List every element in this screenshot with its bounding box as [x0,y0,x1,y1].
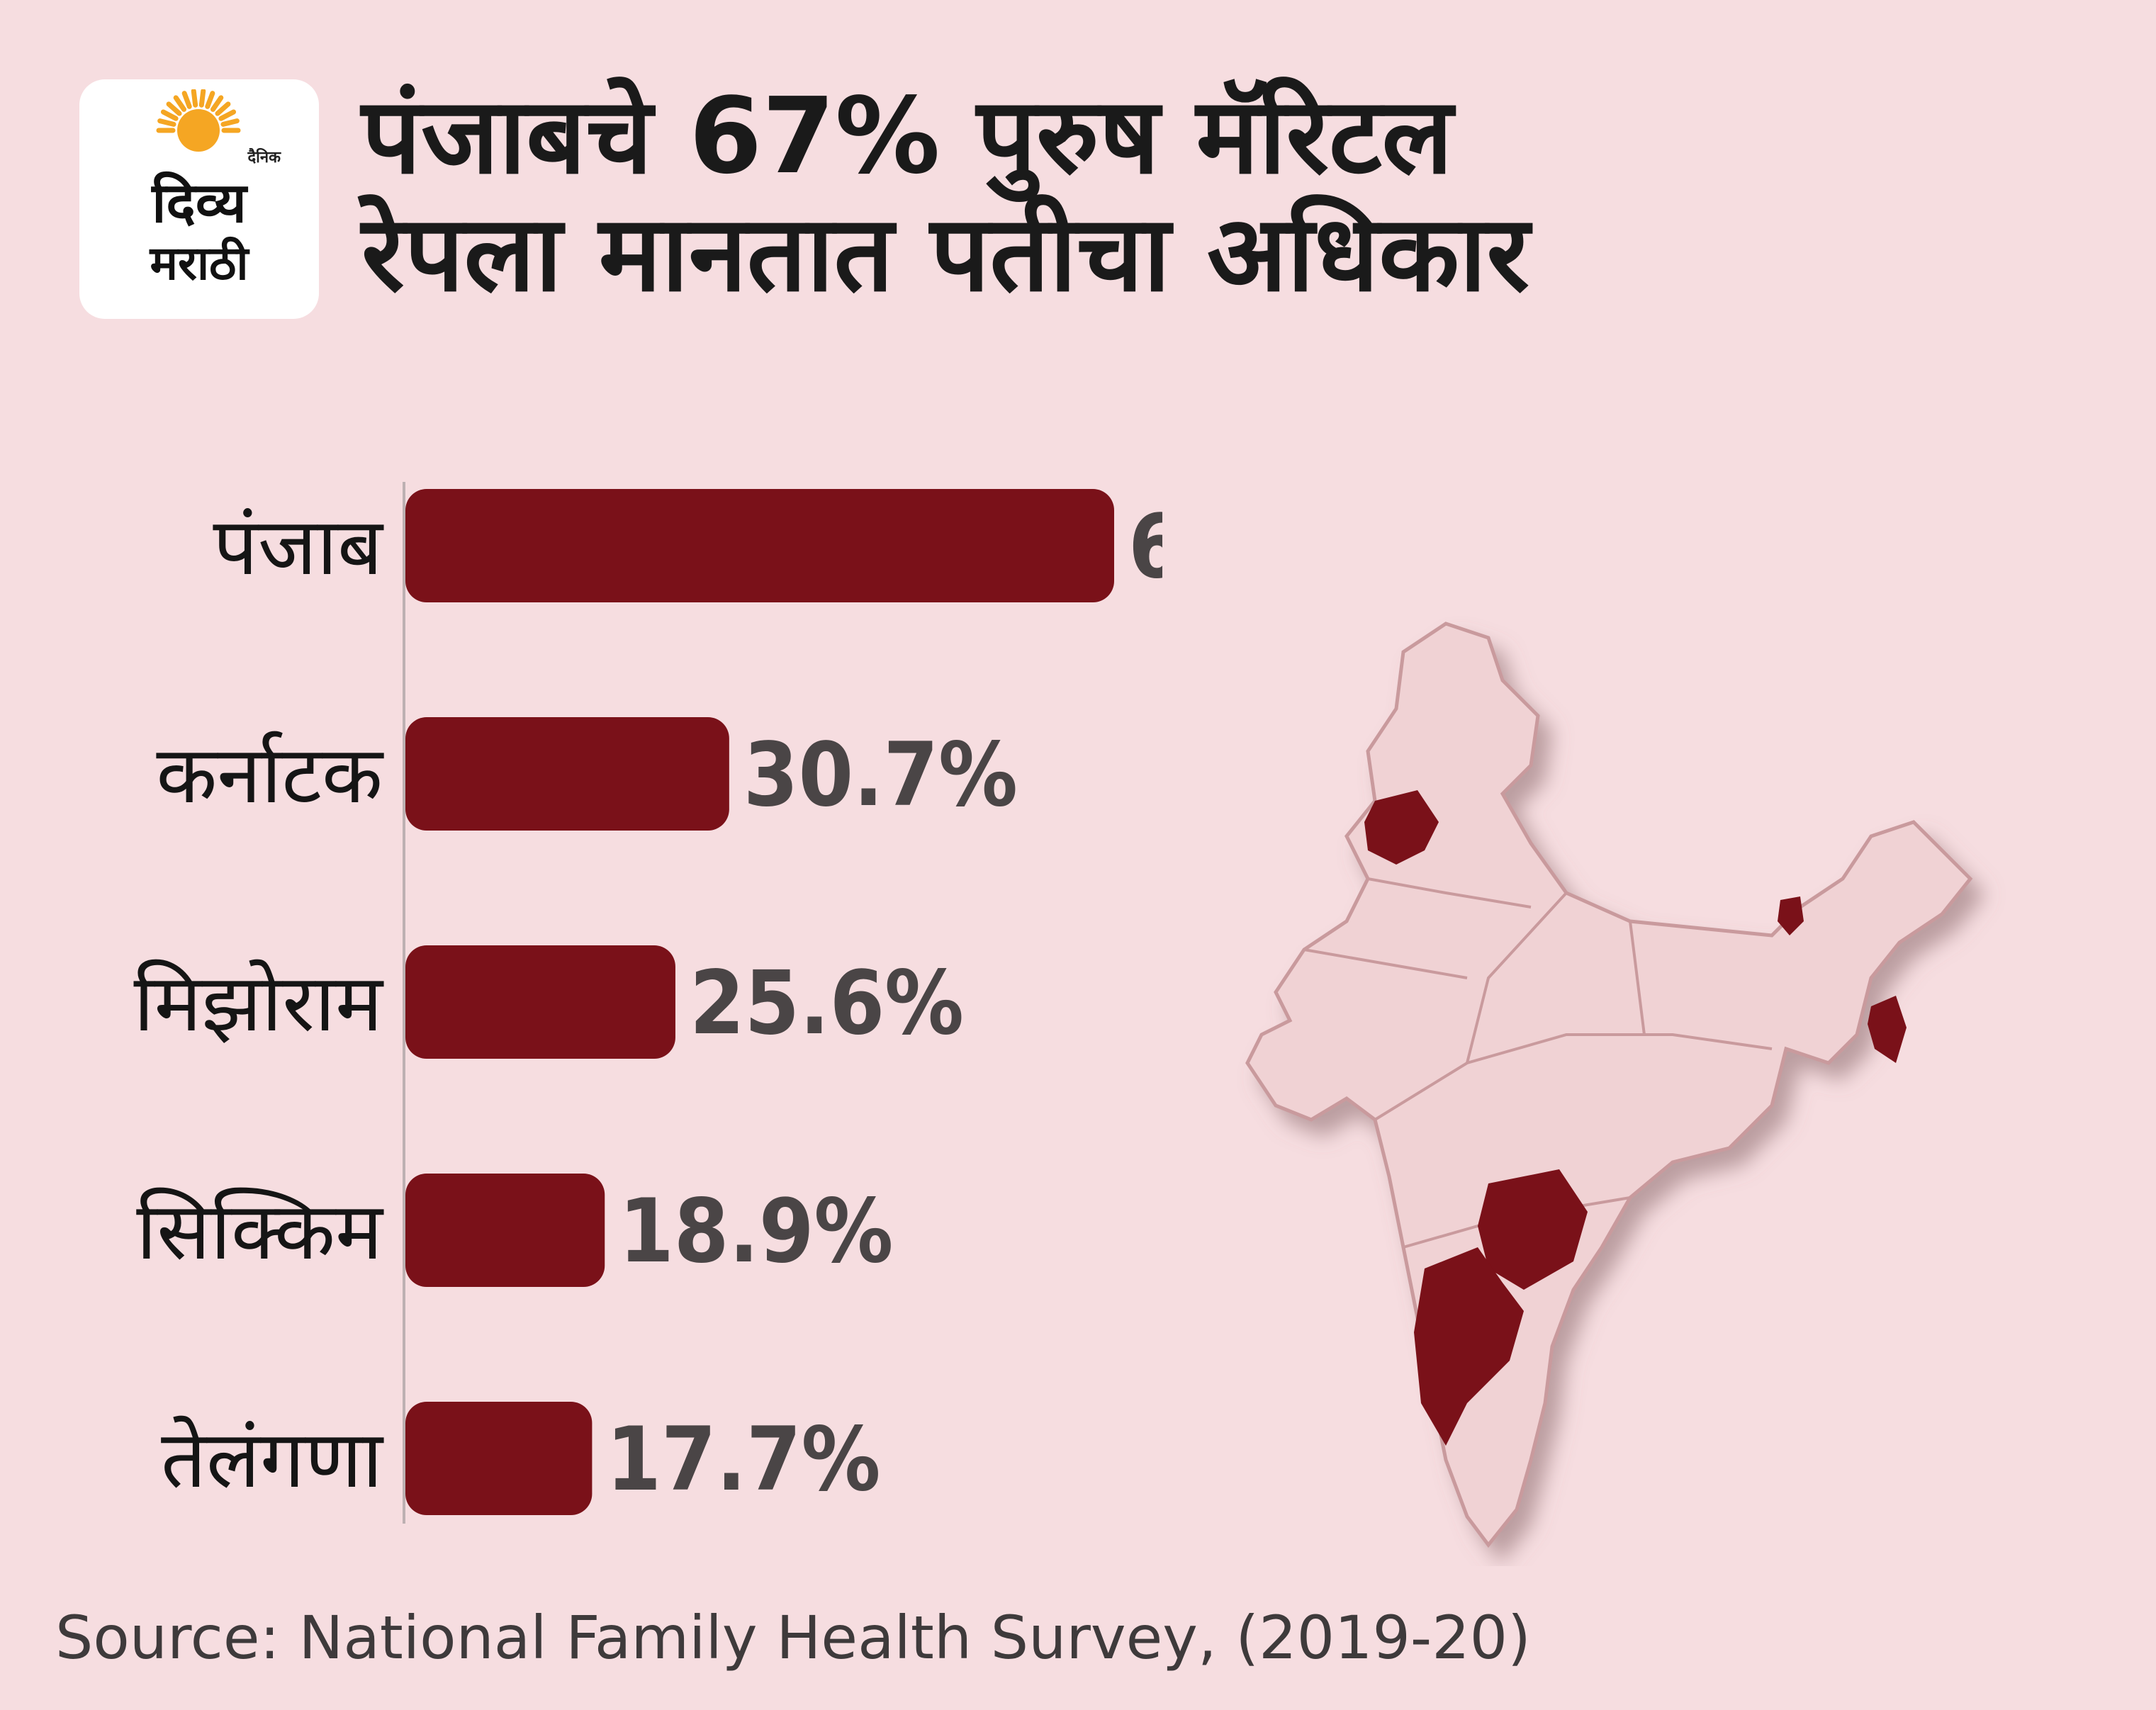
category-label: सिक्किम [136,1186,384,1278]
logo-line-2: मराठी [150,236,249,291]
category-label: मिझोराम [134,957,384,1050]
value-label: 25.6% [690,952,964,1054]
value-label: 30.7% [743,724,1018,826]
india-outline [1245,621,1973,1548]
source-note: Source: National Family Health Survey, (… [55,1603,1531,1672]
bar [405,717,729,831]
region-telangana [1478,1169,1588,1290]
bar [405,945,675,1059]
category-label: पंजाब [213,501,384,593]
category-label: तेलंगणा [161,1414,384,1506]
region-punjab [1364,790,1439,865]
value-label: 67.2% [1128,496,1162,598]
india-map [1245,621,1973,1548]
bar [405,489,1114,602]
brand-logo: दैनिक दिव्य मराठी [79,79,319,319]
state-borders [1303,877,1773,1249]
logo-small-text: दैनिक [247,149,281,167]
sun-icon [156,89,241,152]
bar [405,1174,605,1287]
bar [405,1402,593,1515]
logo-line-1: दिव्य [152,171,247,235]
value-label: 17.7% [606,1409,880,1511]
region-sikkim [1778,896,1804,935]
bar-chart: पंजाब 67.2% कर्नाटक 30.7% मिझोराम 25.6% सिक्कि… [134,482,1162,1524]
region-karnataka [1414,1247,1524,1446]
category-label: कर्नाटक [156,729,384,821]
title-line-2: रेपला मानतात पतीचा अधिकार [361,192,1529,315]
page-title: पंजाबचे 67% पुरुष मॅरिटल रेपला मानतात पत… [361,75,2091,315]
value-label: 18.9% [619,1181,893,1283]
region-mizoram [1868,996,1907,1063]
title-line-1: पंजाबचे 67% पुरुष मॅरिटल [361,75,1453,197]
